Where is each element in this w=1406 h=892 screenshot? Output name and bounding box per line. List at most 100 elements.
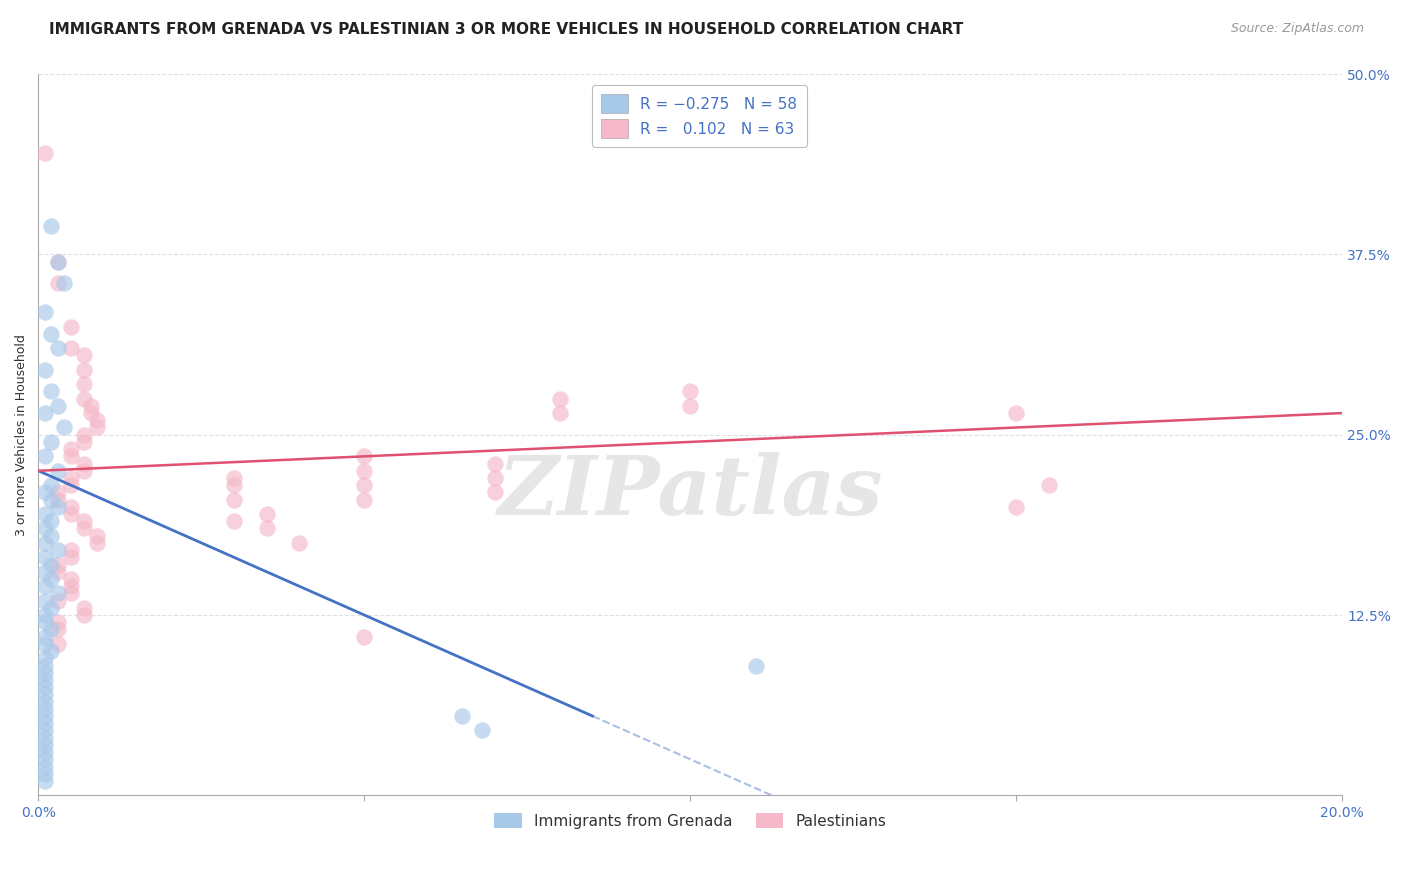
Point (288, 536, 311, 550)
Point (1005, 406, 1028, 420)
Point (34, 565, 56, 579)
Point (41, 478, 63, 492)
Point (548, 392, 571, 406)
Point (73, 608, 96, 623)
Point (41, 623, 63, 637)
Point (73, 392, 96, 406)
Point (256, 521, 278, 535)
Point (41, 384, 63, 399)
Point (73, 427, 96, 442)
Point (79, 406, 101, 420)
Point (46, 341, 69, 355)
Point (41, 326, 63, 341)
Point (46, 399, 69, 413)
Point (1005, 500, 1028, 514)
Point (744, 658, 766, 673)
Point (46, 492, 69, 507)
Point (60, 341, 83, 355)
Point (353, 492, 375, 507)
Point (46, 485, 69, 500)
Point (34, 651, 56, 665)
Point (46, 558, 69, 572)
Point (60, 450, 83, 464)
Point (60, 572, 83, 586)
Point (46, 254, 69, 268)
Point (60, 319, 83, 334)
Point (451, 709, 474, 723)
Point (34, 593, 56, 607)
Point (222, 478, 245, 492)
Point (46, 565, 69, 579)
Point (34, 680, 56, 694)
Point (34, 673, 56, 687)
Point (86, 529, 108, 543)
Point (34, 615, 56, 630)
Point (46, 637, 69, 651)
Point (34, 450, 56, 464)
Legend: Immigrants from Grenada, Palestinians: Immigrants from Grenada, Palestinians (488, 806, 893, 835)
Point (60, 507, 83, 521)
Point (60, 586, 83, 600)
Point (1038, 478, 1060, 492)
Point (34, 637, 56, 651)
Point (471, 723, 494, 738)
Point (34, 536, 56, 550)
Point (34, 485, 56, 500)
Point (484, 485, 506, 500)
Point (34, 738, 56, 752)
Point (41, 492, 63, 507)
Point (484, 471, 506, 485)
Point (73, 348, 96, 362)
Point (46, 615, 69, 630)
Point (41, 600, 63, 615)
Point (34, 630, 56, 644)
Point (79, 399, 101, 413)
Point (34, 658, 56, 673)
Text: Source: ZipAtlas.com: Source: ZipAtlas.com (1230, 22, 1364, 36)
Point (60, 478, 83, 492)
Point (46, 464, 69, 478)
Point (46, 623, 69, 637)
Point (34, 752, 56, 766)
Point (73, 600, 96, 615)
Point (34, 665, 56, 680)
Point (34, 579, 56, 593)
Point (46, 593, 69, 607)
Point (34, 305, 56, 319)
Point (73, 521, 96, 535)
Point (34, 550, 56, 565)
Point (46, 543, 69, 558)
Point (60, 471, 83, 485)
Point (222, 514, 245, 528)
Point (353, 464, 375, 478)
Point (60, 550, 83, 565)
Point (73, 514, 96, 528)
Point (34, 723, 56, 738)
Point (86, 413, 108, 427)
Point (34, 731, 56, 745)
Point (41, 434, 63, 449)
Point (41, 219, 63, 233)
Point (484, 457, 506, 471)
Point (46, 500, 69, 514)
Point (222, 492, 245, 507)
Point (34, 687, 56, 701)
Text: IMMIGRANTS FROM GRENADA VS PALESTINIAN 3 OR MORE VEHICLES IN HOUSEHOLD CORRELATI: IMMIGRANTS FROM GRENADA VS PALESTINIAN 3… (49, 22, 963, 37)
Point (60, 500, 83, 514)
Point (34, 521, 56, 535)
Point (34, 774, 56, 789)
Point (53, 277, 76, 291)
Point (34, 507, 56, 521)
Point (34, 363, 56, 377)
Point (46, 277, 69, 291)
Point (34, 406, 56, 420)
Point (256, 507, 278, 521)
Point (53, 420, 76, 434)
Point (46, 254, 69, 268)
Point (86, 536, 108, 550)
Point (34, 759, 56, 773)
Point (34, 766, 56, 780)
Point (679, 384, 702, 399)
Point (73, 363, 96, 377)
Point (41, 529, 63, 543)
